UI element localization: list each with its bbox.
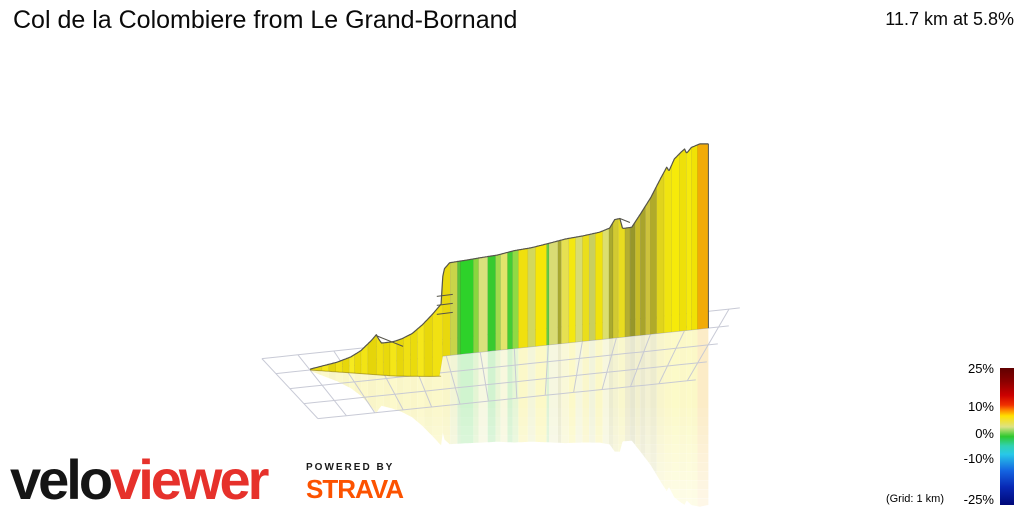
reflection [310,328,709,507]
gradient-legend: 25% 10% 0% -10% -25% (Grid: 1 km) [864,361,1014,508]
strava-attribution: POWERED BY STRAVA [306,462,404,504]
legend-color-bar [1000,368,1014,505]
veloviewer-logo-viewer: viewer [110,448,269,511]
grid-note: (Grid: 1 km) [885,493,944,505]
page-title: Col de la Colombiere from Le Grand-Borna… [13,6,518,34]
legend-tick: -10% [963,451,994,466]
legend-tick: 0% [975,426,994,441]
veloviewer-logo: veloviewer [10,452,269,508]
veloviewer-logo-velo: velo [10,448,113,511]
powered-by-label: POWERED BY [306,462,395,473]
legend-tick: 25% [967,361,994,376]
strava-logo: STRAVA [306,474,404,504]
legend-tick: 10% [967,399,994,414]
climb-summary: 11.7 km at 5.8% [885,9,1014,29]
gradient-ribbon [309,143,709,377]
legend-tick: -25% [963,492,994,507]
